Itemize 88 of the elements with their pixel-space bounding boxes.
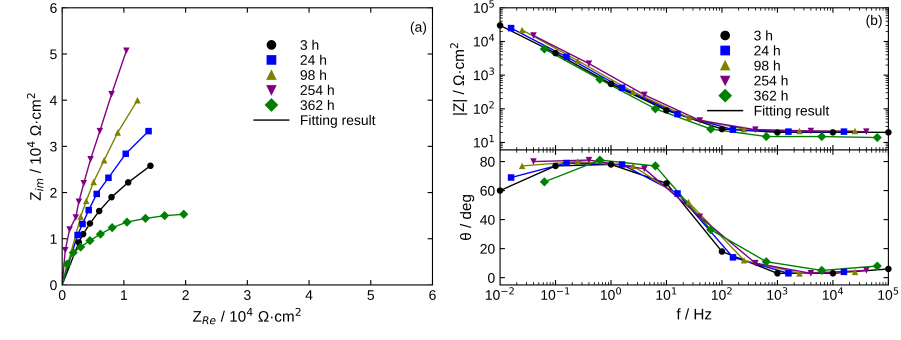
legend-label: 254 h	[754, 75, 788, 86]
x-tick-label: 2	[182, 290, 189, 300]
point	[62, 247, 69, 254]
y-tick-label: 10$^{2}$	[474, 101, 494, 114]
point	[85, 236, 95, 246]
y-tick-label: 80	[480, 156, 495, 167]
x-tick-label: 10$^{5}$	[878, 287, 898, 300]
point	[122, 150, 129, 158]
y-tick-label: 40	[480, 214, 495, 225]
x-tick-label: 3	[244, 290, 251, 300]
y-tick-label: 2	[50, 188, 57, 198]
legend-label: 3 h	[754, 30, 772, 40]
legend-label: 98 h	[300, 70, 326, 80]
y-axis-title: θ / deg	[460, 195, 474, 240]
legend-label: 24 h	[754, 45, 780, 56]
x-tick-label: 10$^{−1}$	[541, 287, 570, 300]
point	[140, 214, 150, 224]
point	[108, 194, 115, 200]
point	[79, 220, 86, 228]
legend-label: 362 h	[754, 90, 788, 101]
x-tick-label: 10$^{4}$	[822, 287, 844, 300]
point	[134, 96, 141, 104]
point	[66, 226, 73, 233]
y-tick-label: 1	[50, 234, 57, 244]
point	[85, 206, 92, 214]
point	[114, 129, 121, 136]
point	[145, 128, 152, 134]
point	[123, 48, 130, 54]
point	[108, 223, 117, 232]
point	[87, 156, 94, 163]
y-tick-label: 10$^{3}$	[474, 68, 494, 80]
x-axis-title: Z$_{Re}$ / 10$^{4}$ Ω·cm$^{2}$	[193, 308, 301, 324]
point	[179, 210, 188, 219]
x-tick-label: 10$^{1}$	[656, 287, 676, 300]
point	[76, 198, 82, 206]
point	[90, 178, 97, 186]
point	[82, 198, 90, 204]
y-tick-label: 10$^{1}$	[474, 135, 494, 148]
point	[108, 90, 115, 98]
legend-label: 98 h	[754, 60, 780, 71]
point	[105, 174, 112, 182]
y-tick-label: 4	[50, 96, 57, 106]
x-tick-label: 0	[58, 290, 66, 300]
y-axis-title: |Z| / Ω·cm$^{2}$	[450, 43, 468, 115]
y-tick-label: 60	[480, 186, 495, 196]
x-axis-title: f / Hz	[676, 308, 712, 320]
point	[96, 208, 102, 214]
annotation: (b)	[866, 14, 882, 28]
y-tick-label: 5	[50, 49, 57, 60]
x-tick-label: 5	[367, 290, 374, 300]
point	[62, 260, 72, 269]
y-tick-label: 3	[50, 142, 57, 152]
y-tick-label: 0	[50, 280, 57, 290]
x-tick-label: 6	[429, 290, 436, 300]
x-tick-label: 10$^{−2}$	[486, 287, 514, 300]
y-tick-label: 0	[488, 272, 495, 283]
y-tick-label: 6	[50, 3, 57, 13]
y-tick-label: 20	[480, 244, 495, 254]
legend-label: 362 h	[300, 100, 334, 110]
point	[100, 156, 108, 164]
point	[96, 128, 104, 134]
point	[80, 180, 88, 187]
point	[147, 162, 154, 170]
y-axis-title: Z$_{im}$ / 10$^{4}$ Ω·cm$^{2}$	[26, 93, 44, 200]
point	[96, 230, 106, 239]
legend-label: Fitting result	[301, 114, 376, 128]
point	[77, 213, 84, 220]
y-tick-label: 10$^{5}$	[474, 0, 494, 13]
x-tick-label: 10$^{2}$	[712, 287, 732, 300]
y-tick-label: 10$^{4}$	[474, 34, 494, 47]
legend-label: 3 h	[300, 40, 318, 50]
legend-label: 24 h	[300, 54, 326, 65]
point	[93, 190, 100, 198]
x-tick-label: 4	[306, 290, 312, 300]
point	[124, 179, 132, 186]
x-tick-label: 10$^{3}$	[767, 287, 788, 300]
point	[74, 232, 81, 238]
legend-label: 254 h	[300, 84, 334, 96]
x-tick-label: 1	[121, 290, 128, 300]
annotation: (a)	[410, 22, 426, 35]
point	[86, 220, 94, 227]
point	[160, 211, 170, 220]
legend-label: Fitting result	[754, 105, 830, 118]
x-tick-label: 10$^{0}$	[600, 287, 622, 300]
point	[72, 214, 80, 221]
point	[76, 242, 86, 252]
point	[122, 218, 132, 227]
point	[68, 248, 78, 258]
